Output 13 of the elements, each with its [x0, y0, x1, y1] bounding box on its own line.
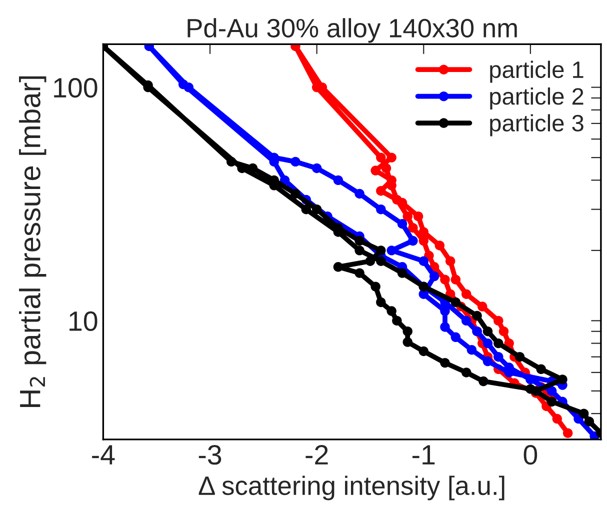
y-tick-label: 100: [54, 78, 98, 98]
x-tick-label: -4: [92, 445, 115, 464]
legend-label: particle 2: [490, 87, 584, 110]
x-axis-title: Δ scattering intensity [a.u.]: [198, 476, 504, 500]
x-tick-label: -1: [412, 445, 435, 464]
legend-label: particle 3: [490, 114, 584, 136]
x-tick-label: -3: [198, 444, 222, 465]
x-tick-label: -2: [306, 444, 328, 464]
y-axis-title: H$_{2}$ partial pressure [mbar]: [19, 76, 46, 407]
legend-label: particle 1: [490, 60, 584, 83]
y-tick-label: 10: [70, 311, 98, 332]
x-tick-label: 0: [524, 444, 538, 465]
chart-title: Pd-Au 30% alloy 140x30 nm: [188, 18, 517, 43]
